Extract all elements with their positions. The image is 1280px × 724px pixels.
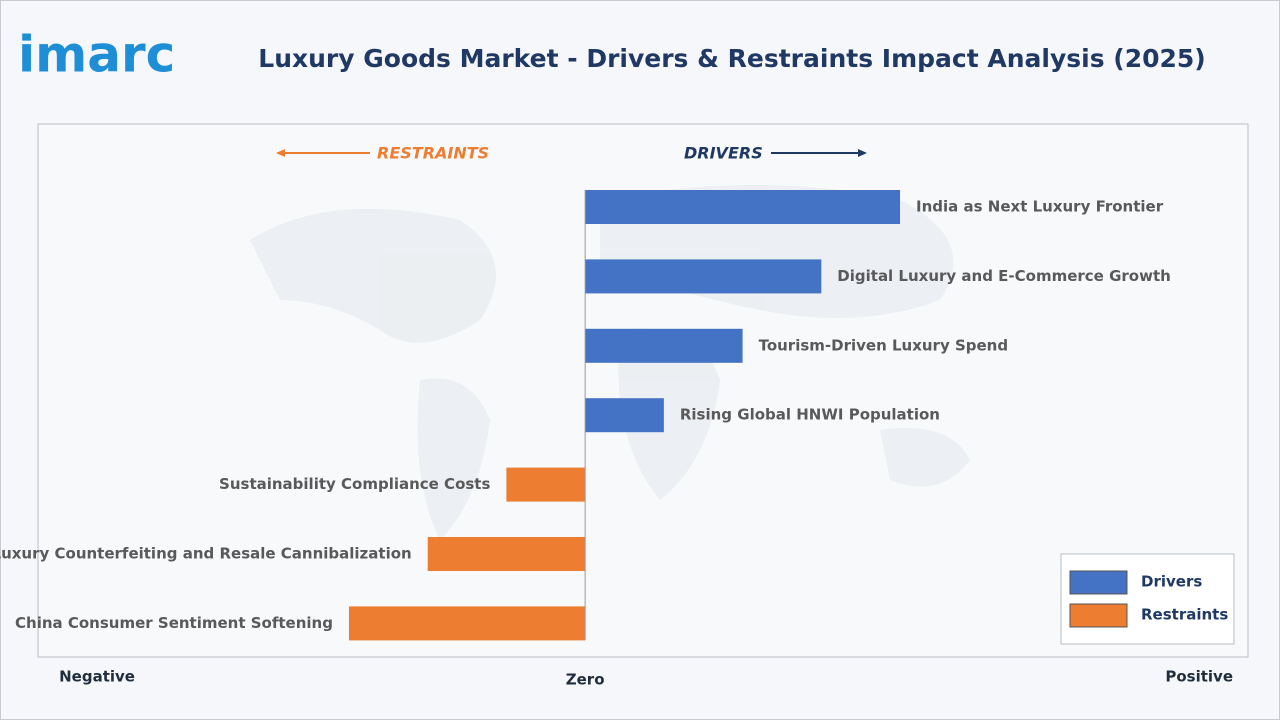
- category-label: Tourism-Driven Luxury Spend: [759, 336, 1009, 354]
- x-tick-label: Zero: [566, 671, 605, 689]
- restraints-label: RESTRAINTS: [377, 144, 489, 163]
- category-label: Digital Luxury and E-Commerce Growth: [837, 267, 1171, 285]
- drivers-arrowhead: [858, 149, 867, 157]
- restraints-arrowhead: [276, 149, 285, 157]
- legend: [1060, 553, 1235, 645]
- category-label: Sustainability Compliance Costs: [219, 475, 490, 493]
- chart-title: Luxury Goods Market - Drivers & Restrain…: [258, 44, 1205, 73]
- legend-label: Drivers: [1141, 573, 1202, 591]
- x-tick-label: Negative: [59, 668, 135, 686]
- bar: [427, 537, 586, 571]
- bar: [585, 328, 743, 363]
- bar: [506, 467, 586, 502]
- bar: [585, 398, 664, 433]
- bar: [585, 259, 822, 294]
- x-tick-label: Positive: [1165, 668, 1233, 686]
- logo: imarc: [18, 26, 175, 84]
- category-label: Rising Global HNWI Population: [680, 406, 940, 424]
- category-label: India as Next Luxury Frontier: [916, 198, 1164, 216]
- legend-swatch: [1069, 603, 1128, 628]
- legend-swatch: [1069, 570, 1128, 595]
- category-label: China Consumer Sentiment Softening: [15, 614, 333, 632]
- drivers-label: DRIVERS: [684, 144, 763, 163]
- bar: [585, 190, 901, 224]
- category-label: Luxury Counterfeiting and Resale Canniba…: [0, 545, 412, 563]
- legend-label: Restraints: [1141, 606, 1228, 624]
- bar: [348, 606, 586, 641]
